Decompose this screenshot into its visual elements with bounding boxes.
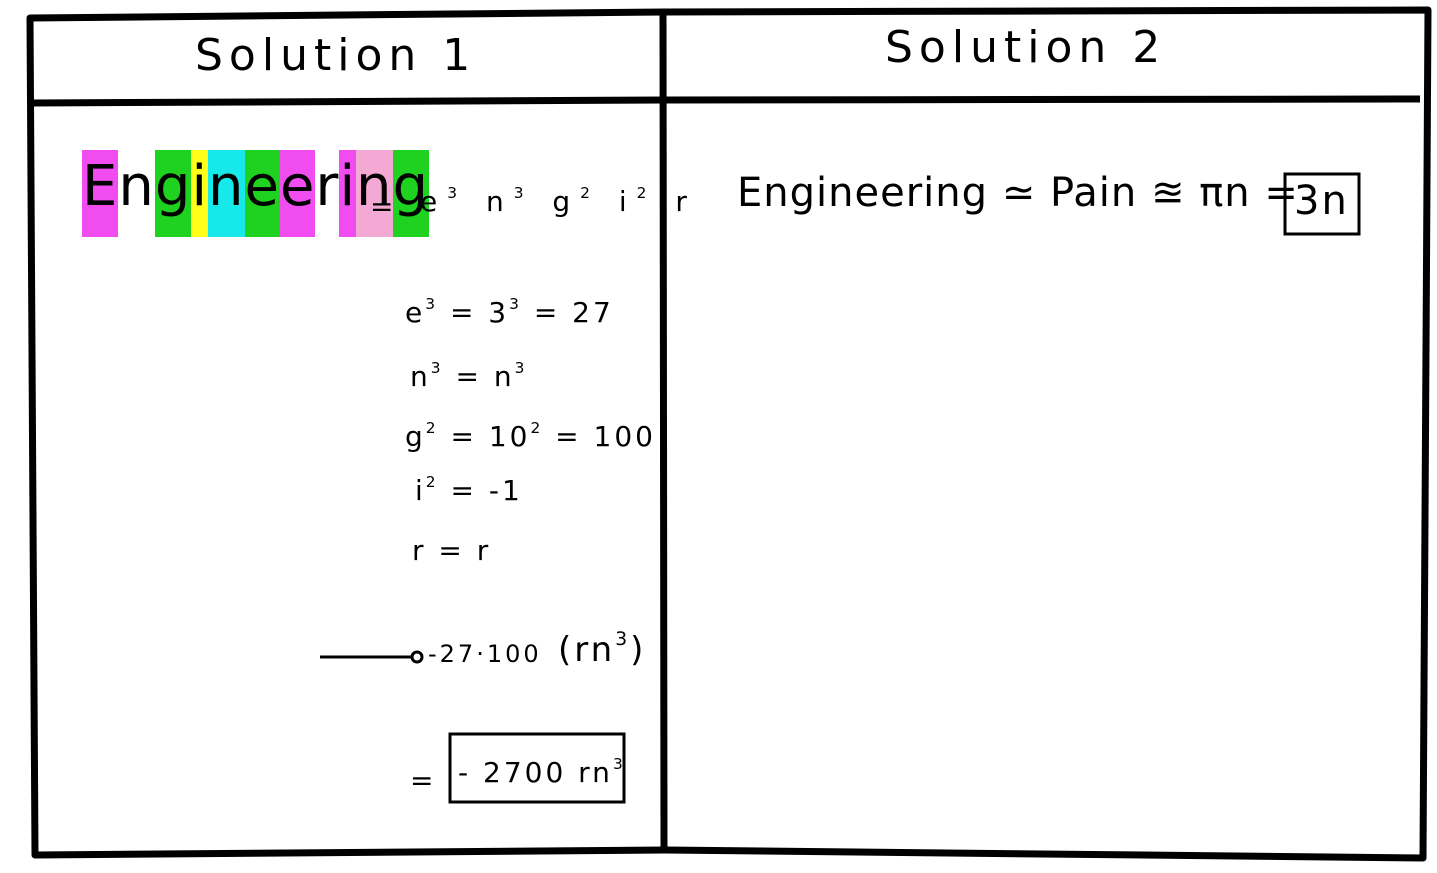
right-answer: 3n <box>1294 178 1349 224</box>
header-underline <box>32 95 1421 107</box>
solution-2-title: Solution 2 <box>885 22 1167 73</box>
solution-1-title: Solution 1 <box>195 30 477 81</box>
step-i: i2 = -1 <box>415 472 523 507</box>
step-e: e3 = 33 = 27 <box>405 294 614 329</box>
highlighted-letter: n <box>118 150 155 237</box>
step-g: g2 = 102 = 100 <box>405 418 656 453</box>
product-expression: e3 n3 g2 i2 r <box>420 183 697 218</box>
outer-border <box>26 6 1432 862</box>
answer-box-right <box>1283 172 1361 236</box>
arrow-expression: -27·100 <box>428 640 542 668</box>
final-equals: = <box>410 764 437 797</box>
highlighted-letter: E <box>82 150 119 237</box>
highlighted-letter: e <box>279 150 316 237</box>
highlighted-letter: n <box>208 150 245 237</box>
arrow-head <box>410 650 424 664</box>
word-equals: = <box>370 190 397 223</box>
highlighted-word: Engineering <box>82 150 430 237</box>
answer-box-left <box>448 732 626 804</box>
highlighted-letter: n <box>356 150 393 237</box>
arrow-paren-expression: (rn3) <box>558 628 647 670</box>
highlighted-letter: i <box>191 150 208 237</box>
panel-divider <box>659 9 668 851</box>
highlighted-letter: r <box>315 150 340 237</box>
step-n: n3 = n3 <box>410 358 528 393</box>
highlighted-letter: e <box>244 150 280 237</box>
highlighted-letter: i <box>339 150 356 237</box>
step-r: r = r <box>412 534 492 567</box>
highlighted-letter: g <box>154 150 192 237</box>
right-equation: Engineering ≃ Pain ≊ πn = <box>737 170 1299 216</box>
highlighted-letter: g <box>392 150 430 237</box>
final-answer: - 2700 rn3 <box>458 754 626 789</box>
